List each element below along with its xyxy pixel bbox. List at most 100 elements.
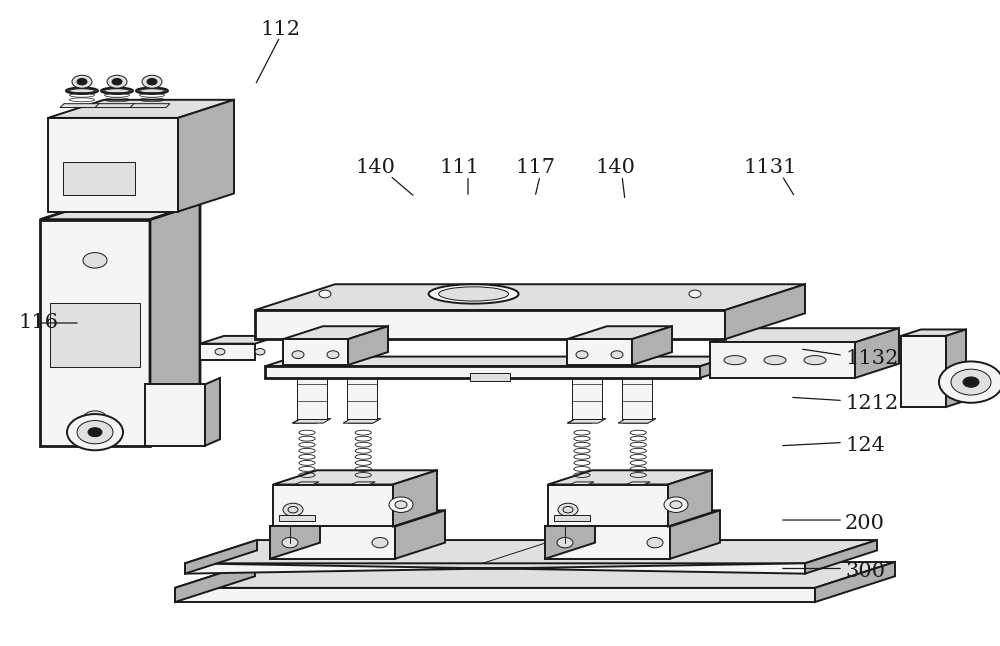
Polygon shape (185, 563, 805, 574)
Polygon shape (548, 470, 712, 484)
Circle shape (576, 351, 588, 359)
Polygon shape (130, 104, 170, 108)
Polygon shape (568, 419, 606, 423)
Ellipse shape (101, 87, 133, 94)
Circle shape (283, 503, 303, 516)
Circle shape (147, 79, 157, 85)
Polygon shape (60, 104, 100, 108)
Polygon shape (343, 419, 381, 423)
Circle shape (67, 414, 123, 450)
Polygon shape (283, 339, 348, 365)
Polygon shape (270, 526, 395, 559)
Ellipse shape (136, 87, 168, 94)
Circle shape (112, 79, 122, 85)
Polygon shape (293, 334, 333, 339)
Text: 117: 117 (515, 158, 555, 178)
Ellipse shape (429, 284, 519, 304)
Polygon shape (265, 357, 730, 366)
Polygon shape (279, 515, 315, 521)
Polygon shape (618, 334, 658, 339)
Circle shape (107, 75, 127, 89)
Polygon shape (815, 562, 895, 602)
Polygon shape (273, 470, 437, 484)
Text: 112: 112 (260, 19, 300, 39)
Polygon shape (710, 342, 855, 378)
Circle shape (72, 75, 92, 89)
Polygon shape (265, 366, 700, 378)
Ellipse shape (138, 89, 166, 93)
Ellipse shape (66, 87, 98, 94)
Polygon shape (545, 510, 720, 526)
Polygon shape (710, 328, 899, 342)
Circle shape (255, 349, 265, 355)
Text: 1212: 1212 (845, 394, 898, 413)
Polygon shape (348, 420, 378, 423)
Ellipse shape (764, 355, 786, 364)
Polygon shape (855, 328, 899, 378)
Circle shape (83, 253, 107, 268)
Polygon shape (343, 334, 383, 339)
Polygon shape (175, 562, 255, 602)
Polygon shape (255, 310, 725, 339)
Polygon shape (145, 384, 205, 446)
Polygon shape (554, 515, 590, 521)
Polygon shape (270, 510, 320, 559)
Polygon shape (347, 334, 383, 339)
Polygon shape (626, 482, 650, 484)
Polygon shape (297, 334, 333, 339)
Ellipse shape (439, 287, 509, 301)
Circle shape (292, 351, 304, 359)
Text: 140: 140 (595, 158, 635, 178)
Ellipse shape (68, 89, 96, 93)
Circle shape (215, 349, 225, 355)
Bar (470, 373, 510, 381)
Text: 116: 116 (18, 313, 58, 333)
Text: 1132: 1132 (845, 349, 898, 368)
Polygon shape (40, 220, 150, 446)
Polygon shape (545, 526, 670, 559)
Polygon shape (273, 484, 393, 526)
Polygon shape (40, 203, 200, 220)
Polygon shape (548, 484, 668, 526)
Polygon shape (805, 540, 877, 574)
Polygon shape (295, 482, 319, 484)
Circle shape (83, 411, 107, 426)
Polygon shape (200, 336, 279, 344)
Polygon shape (393, 470, 437, 526)
Circle shape (395, 501, 407, 508)
Polygon shape (623, 420, 653, 423)
Circle shape (327, 351, 339, 359)
Circle shape (372, 537, 388, 548)
Polygon shape (395, 510, 445, 559)
Circle shape (77, 79, 87, 85)
Text: 300: 300 (845, 562, 885, 581)
Polygon shape (567, 326, 672, 339)
Circle shape (389, 497, 413, 512)
Circle shape (611, 351, 623, 359)
Circle shape (664, 497, 688, 512)
Polygon shape (175, 588, 815, 602)
Polygon shape (270, 510, 445, 526)
Polygon shape (255, 284, 805, 310)
Polygon shape (283, 326, 388, 339)
Circle shape (557, 537, 573, 548)
Polygon shape (293, 419, 331, 423)
Circle shape (951, 370, 991, 395)
Polygon shape (622, 334, 658, 339)
Circle shape (963, 377, 979, 388)
Polygon shape (185, 540, 877, 563)
Polygon shape (48, 99, 234, 118)
Polygon shape (297, 339, 327, 419)
Polygon shape (200, 344, 255, 360)
Circle shape (142, 75, 162, 89)
Circle shape (670, 501, 682, 508)
Polygon shape (48, 118, 178, 212)
Circle shape (558, 503, 578, 516)
Polygon shape (618, 419, 656, 423)
Polygon shape (632, 326, 672, 365)
Polygon shape (901, 336, 946, 407)
Polygon shape (205, 378, 220, 446)
Circle shape (689, 290, 701, 298)
Circle shape (295, 349, 305, 355)
Circle shape (563, 506, 573, 513)
